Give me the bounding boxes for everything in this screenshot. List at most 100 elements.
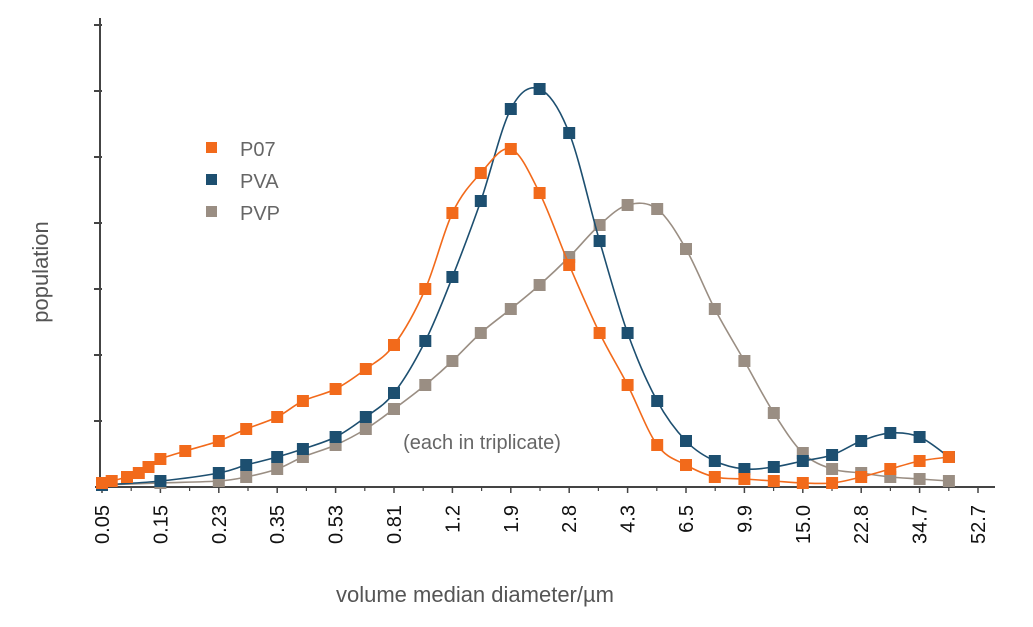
data-point: [563, 127, 576, 139]
data-point: [767, 475, 780, 487]
data-point: [884, 427, 897, 439]
series-layer: [96, 83, 955, 491]
data-point: [738, 355, 751, 367]
data-point: [593, 235, 606, 247]
data-point: [121, 471, 133, 483]
data-point: [533, 187, 546, 199]
data-point: [593, 327, 606, 339]
data-point: [271, 451, 284, 463]
data-point: [474, 167, 487, 179]
data-point: [154, 453, 167, 465]
data-point: [474, 327, 487, 339]
legend-label-pvp: PVP: [240, 203, 280, 225]
data-point: [651, 395, 664, 407]
data-point: [651, 439, 664, 451]
x-tick-label: 4.3: [618, 505, 640, 533]
legend-label-pva: PVA: [240, 171, 279, 193]
annotation-text: (each in triplicate): [403, 432, 561, 454]
x-tick-label: 0.23: [209, 505, 231, 544]
data-point: [132, 467, 145, 479]
data-point: [913, 431, 926, 443]
data-point: [563, 259, 576, 271]
data-point: [651, 203, 664, 215]
data-point: [680, 435, 692, 447]
data-point: [240, 459, 253, 471]
data-point: [240, 471, 253, 483]
data-point: [826, 449, 839, 461]
data-point: [884, 463, 897, 475]
series-pva: [96, 83, 955, 491]
data-point: [738, 473, 751, 485]
data-point: [680, 243, 692, 255]
data-point: [533, 279, 546, 291]
data-point: [296, 395, 309, 407]
data-point: [419, 283, 432, 295]
data-point: [855, 471, 868, 483]
x-tick-label: 6.5: [676, 505, 698, 533]
data-point: [680, 459, 692, 471]
data-point: [796, 455, 809, 467]
legend-marker-pva: [206, 174, 217, 185]
x-tick-label: 0.53: [326, 505, 348, 544]
legend: P07 PVA PVP: [206, 139, 280, 225]
data-point: [359, 423, 372, 435]
data-point: [105, 475, 118, 487]
data-point: [504, 103, 517, 115]
data-point: [621, 199, 634, 211]
x-tick-label: 15.0: [793, 505, 815, 544]
data-point: [738, 463, 751, 475]
data-point: [913, 455, 926, 467]
data-point: [271, 411, 284, 423]
data-point: [533, 83, 546, 95]
data-point: [271, 463, 284, 475]
series-line-pvp: [101, 202, 949, 486]
data-point: [708, 455, 721, 467]
data-point: [388, 339, 400, 351]
x-axis-title: volume median diameter/µm: [336, 582, 614, 607]
x-tick-label: 0.05: [92, 505, 114, 544]
data-point: [296, 443, 309, 455]
series-line-pva: [101, 87, 950, 486]
data-point: [142, 461, 155, 473]
y-axis-title: population: [28, 221, 53, 323]
x-tick-label: 0.15: [150, 505, 172, 544]
legend-marker-p07: [206, 142, 217, 153]
data-point: [446, 207, 459, 219]
data-point: [474, 195, 487, 207]
x-tick-label: 0.81: [384, 505, 406, 544]
data-point: [826, 463, 839, 475]
data-point: [212, 467, 225, 479]
x-tick-label: 9.9: [734, 505, 756, 533]
data-point: [329, 383, 342, 395]
data-point: [446, 271, 459, 283]
data-point: [621, 327, 634, 339]
legend-marker-pvp: [206, 206, 217, 217]
data-point: [388, 387, 400, 399]
data-point: [154, 475, 167, 487]
data-point: [796, 477, 809, 489]
data-point: [767, 407, 780, 419]
data-point: [329, 431, 342, 443]
data-point: [767, 461, 780, 473]
data-point: [942, 475, 955, 487]
x-tick-label: 1.9: [501, 505, 523, 533]
x-tick-label: 2.8: [559, 505, 581, 533]
data-point: [388, 403, 400, 415]
data-point: [504, 303, 517, 315]
legend-label-p07: P07: [240, 139, 276, 161]
data-point: [419, 335, 432, 347]
x-tick-label: 1.2: [442, 505, 464, 533]
data-point: [504, 143, 517, 155]
x-tick-labels: 0.05 0.15 0.23 0.35 0.53 0.81 1.2 1.9 2.8 4.3 6.5 9…: [92, 505, 990, 544]
x-tick-label: 34.7: [910, 505, 932, 544]
data-point: [212, 435, 225, 447]
data-point: [708, 471, 721, 483]
data-point: [621, 379, 634, 391]
data-point: [419, 379, 432, 391]
data-point: [240, 423, 253, 435]
x-tick-label: 52.7: [968, 505, 990, 544]
data-point: [826, 477, 839, 489]
data-point: [446, 355, 459, 367]
series-p07: [96, 143, 955, 489]
